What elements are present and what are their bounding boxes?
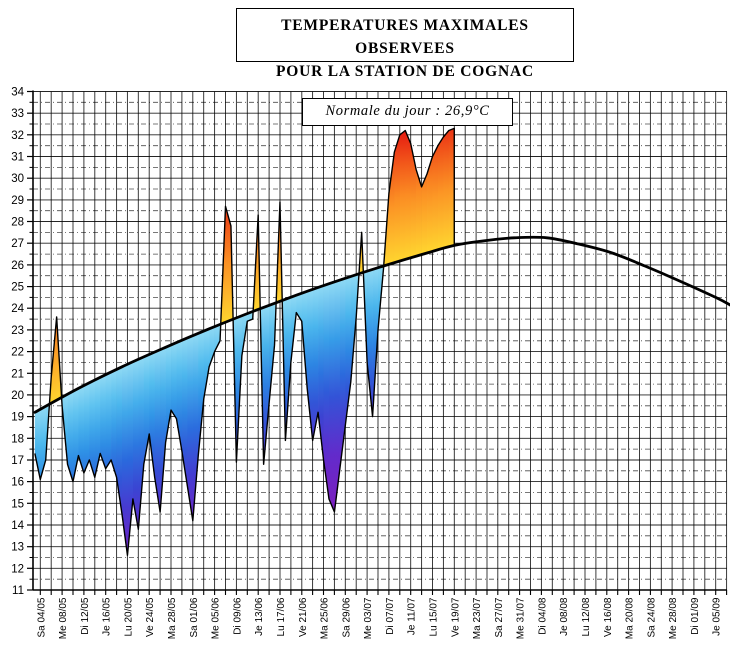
svg-text:20: 20 [11, 390, 24, 402]
svg-text:Ma 28/05: Ma 28/05 [167, 597, 178, 639]
svg-text:Me 05/06: Me 05/06 [211, 597, 222, 639]
svg-text:29: 29 [11, 195, 24, 207]
normal-of-day-annotation: Normale du jour : 26,9°C [302, 98, 513, 126]
svg-text:34: 34 [11, 87, 24, 99]
svg-text:Ve 19/07: Ve 19/07 [450, 597, 461, 637]
svg-text:18: 18 [11, 433, 24, 445]
svg-text:Je 16/05: Je 16/05 [102, 597, 113, 636]
svg-text:Sa 01/06: Sa 01/06 [189, 597, 200, 637]
svg-text:Me 03/07: Me 03/07 [363, 597, 374, 639]
svg-text:Je 13/06: Je 13/06 [254, 597, 265, 636]
svg-text:Je 08/08: Je 08/08 [559, 597, 570, 636]
svg-text:Sa 24/08: Sa 24/08 [646, 597, 657, 637]
svg-text:12: 12 [11, 563, 24, 575]
y-axis-labels: 11 12 13 14 15 16 17 18 19 20 21 22 23 24 25 26 27 28 29 30… [11, 87, 24, 598]
svg-text:Ma 20/08: Ma 20/08 [625, 597, 636, 639]
svg-text:26: 26 [11, 260, 24, 272]
svg-text:31: 31 [11, 152, 24, 164]
svg-text:Ma 23/07: Ma 23/07 [472, 597, 483, 639]
svg-text:Ve 16/08: Ve 16/08 [603, 597, 614, 637]
svg-text:32: 32 [11, 130, 24, 142]
svg-text:Di 07/07: Di 07/07 [385, 597, 396, 635]
svg-text:Me 31/07: Me 31/07 [516, 597, 527, 639]
svg-text:Ma 25/06: Ma 25/06 [320, 597, 331, 639]
normal-curve [33, 235, 730, 414]
chart-title-box: TEMPERATURES MAXIMALES OBSERVEES POUR LA… [236, 8, 574, 80]
svg-text:33: 33 [11, 108, 24, 120]
svg-text:Je 11/07: Je 11/07 [407, 597, 418, 635]
svg-text:24: 24 [11, 303, 24, 315]
svg-text:30: 30 [11, 173, 24, 185]
svg-text:17: 17 [11, 455, 24, 467]
svg-text:28: 28 [11, 217, 24, 229]
svg-text:Lu 17/06: Lu 17/06 [276, 597, 287, 636]
grid [33, 91, 728, 590]
svg-text:16: 16 [11, 477, 24, 489]
svg-text:23: 23 [11, 325, 24, 337]
svg-text:14: 14 [11, 520, 24, 532]
chart-title-line1: TEMPERATURES MAXIMALES OBSERVEES [281, 17, 529, 57]
svg-text:Lu 15/07: Lu 15/07 [429, 597, 440, 636]
svg-text:21: 21 [11, 368, 24, 380]
svg-text:15: 15 [11, 498, 24, 510]
normal-of-day-label: Normale du jour : 26,9°C [325, 103, 490, 119]
svg-text:Ve 21/06: Ve 21/06 [298, 597, 309, 637]
x-axis-labels: Sa 04/05 Me 08/05 Di 12/05 Je 16/05 Lu 20/05… [36, 597, 722, 639]
svg-text:22: 22 [11, 347, 24, 359]
svg-text:Ve 24/05: Ve 24/05 [145, 597, 156, 637]
svg-text:Lu 20/05: Lu 20/05 [123, 597, 134, 636]
temperature-area [34, 128, 455, 556]
svg-text:27: 27 [11, 238, 24, 250]
chart-title-line2: POUR LA STATION DE COGNAC [276, 63, 534, 80]
svg-text:25: 25 [11, 282, 24, 294]
svg-text:Me 08/05: Me 08/05 [58, 597, 69, 639]
svg-text:Sa 04/05: Sa 04/05 [36, 597, 47, 637]
svg-text:Sa 29/06: Sa 29/06 [341, 597, 352, 637]
svg-text:Sa 27/07: Sa 27/07 [494, 597, 505, 637]
svg-text:19: 19 [11, 412, 24, 424]
svg-text:Je 05/09: Je 05/09 [712, 597, 723, 636]
temperature-outline [34, 127, 455, 557]
svg-text:Di 01/09: Di 01/09 [690, 597, 701, 635]
svg-text:Di 09/06: Di 09/06 [232, 597, 243, 635]
axes-and-ticks [27, 90, 728, 595]
svg-text:Di 12/05: Di 12/05 [80, 597, 91, 635]
svg-text:13: 13 [11, 542, 24, 554]
svg-text:Lu 12/08: Lu 12/08 [581, 597, 592, 636]
svg-text:11: 11 [12, 585, 24, 597]
svg-text:Me 28/08: Me 28/08 [668, 597, 679, 639]
svg-text:Di 04/08: Di 04/08 [537, 597, 548, 635]
